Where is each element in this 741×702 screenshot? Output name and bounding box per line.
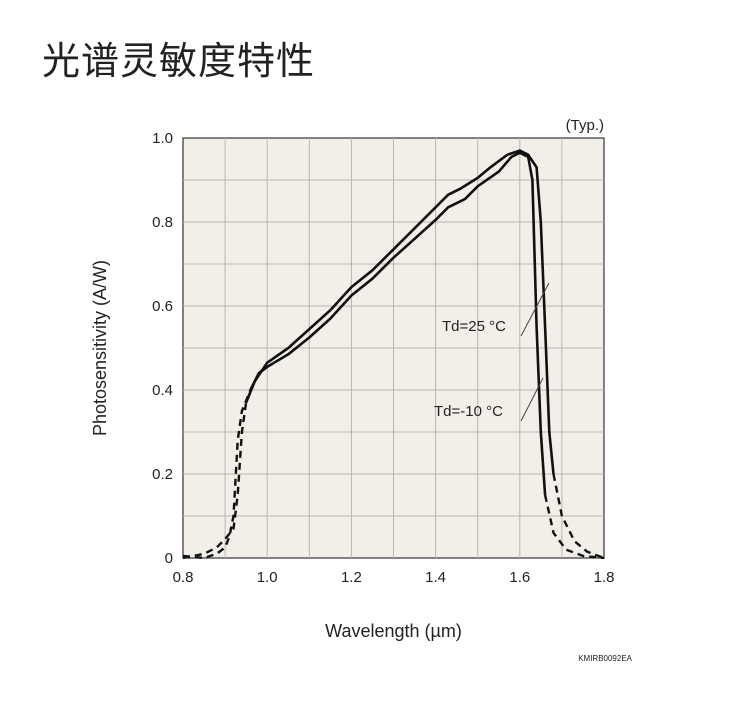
y-tick-label: 0 [165,550,173,567]
y-tick-label: 0.2 [152,466,173,483]
y-axis-label: Photosensitivity (A/W) [90,260,110,436]
x-tick-label: 1.4 [425,569,446,586]
series-0-tail-dashed [552,473,605,560]
series-label: Td=25 °C [442,318,506,335]
x-axis-ticks: 0.8 1.0 1.2 1.4 1.6 1.8 [173,569,615,586]
y-tick-label: 0.4 [152,382,173,399]
series-annotations: Td=25 °C Td=-10 °C [434,282,550,422]
x-axis-label: Wavelength (µm) [325,621,462,641]
series-0-line [244,149,555,475]
series-1-rise-dashed [182,389,252,560]
y-axis-ticks: 0 0.2 0.4 0.6 0.8 1.0 [152,130,173,567]
x-tick-label: 1.8 [594,569,615,586]
series-0-rise-dashed [182,402,248,560]
y-tick-label: 0.8 [152,214,173,231]
x-tick-label: 0.8 [173,569,194,586]
page-title: 光谱灵敏度特性 [42,39,316,83]
x-tick-label: 1.6 [509,569,530,586]
x-tick-label: 1.0 [257,569,278,586]
leader-line [520,282,550,337]
leader-line [520,377,544,422]
figure-code: KMIRB0092EA [578,654,632,663]
series-1-line [249,151,547,496]
y-tick-label: 0.6 [152,298,173,315]
y-tick-label: 1.0 [152,130,173,147]
x-tick-label: 1.2 [341,569,362,586]
series-label: Td=-10 °C [434,403,503,420]
series-1-tail-dashed [543,494,605,560]
series-lines [182,149,605,560]
typ-note: (Typ.) [566,117,604,134]
